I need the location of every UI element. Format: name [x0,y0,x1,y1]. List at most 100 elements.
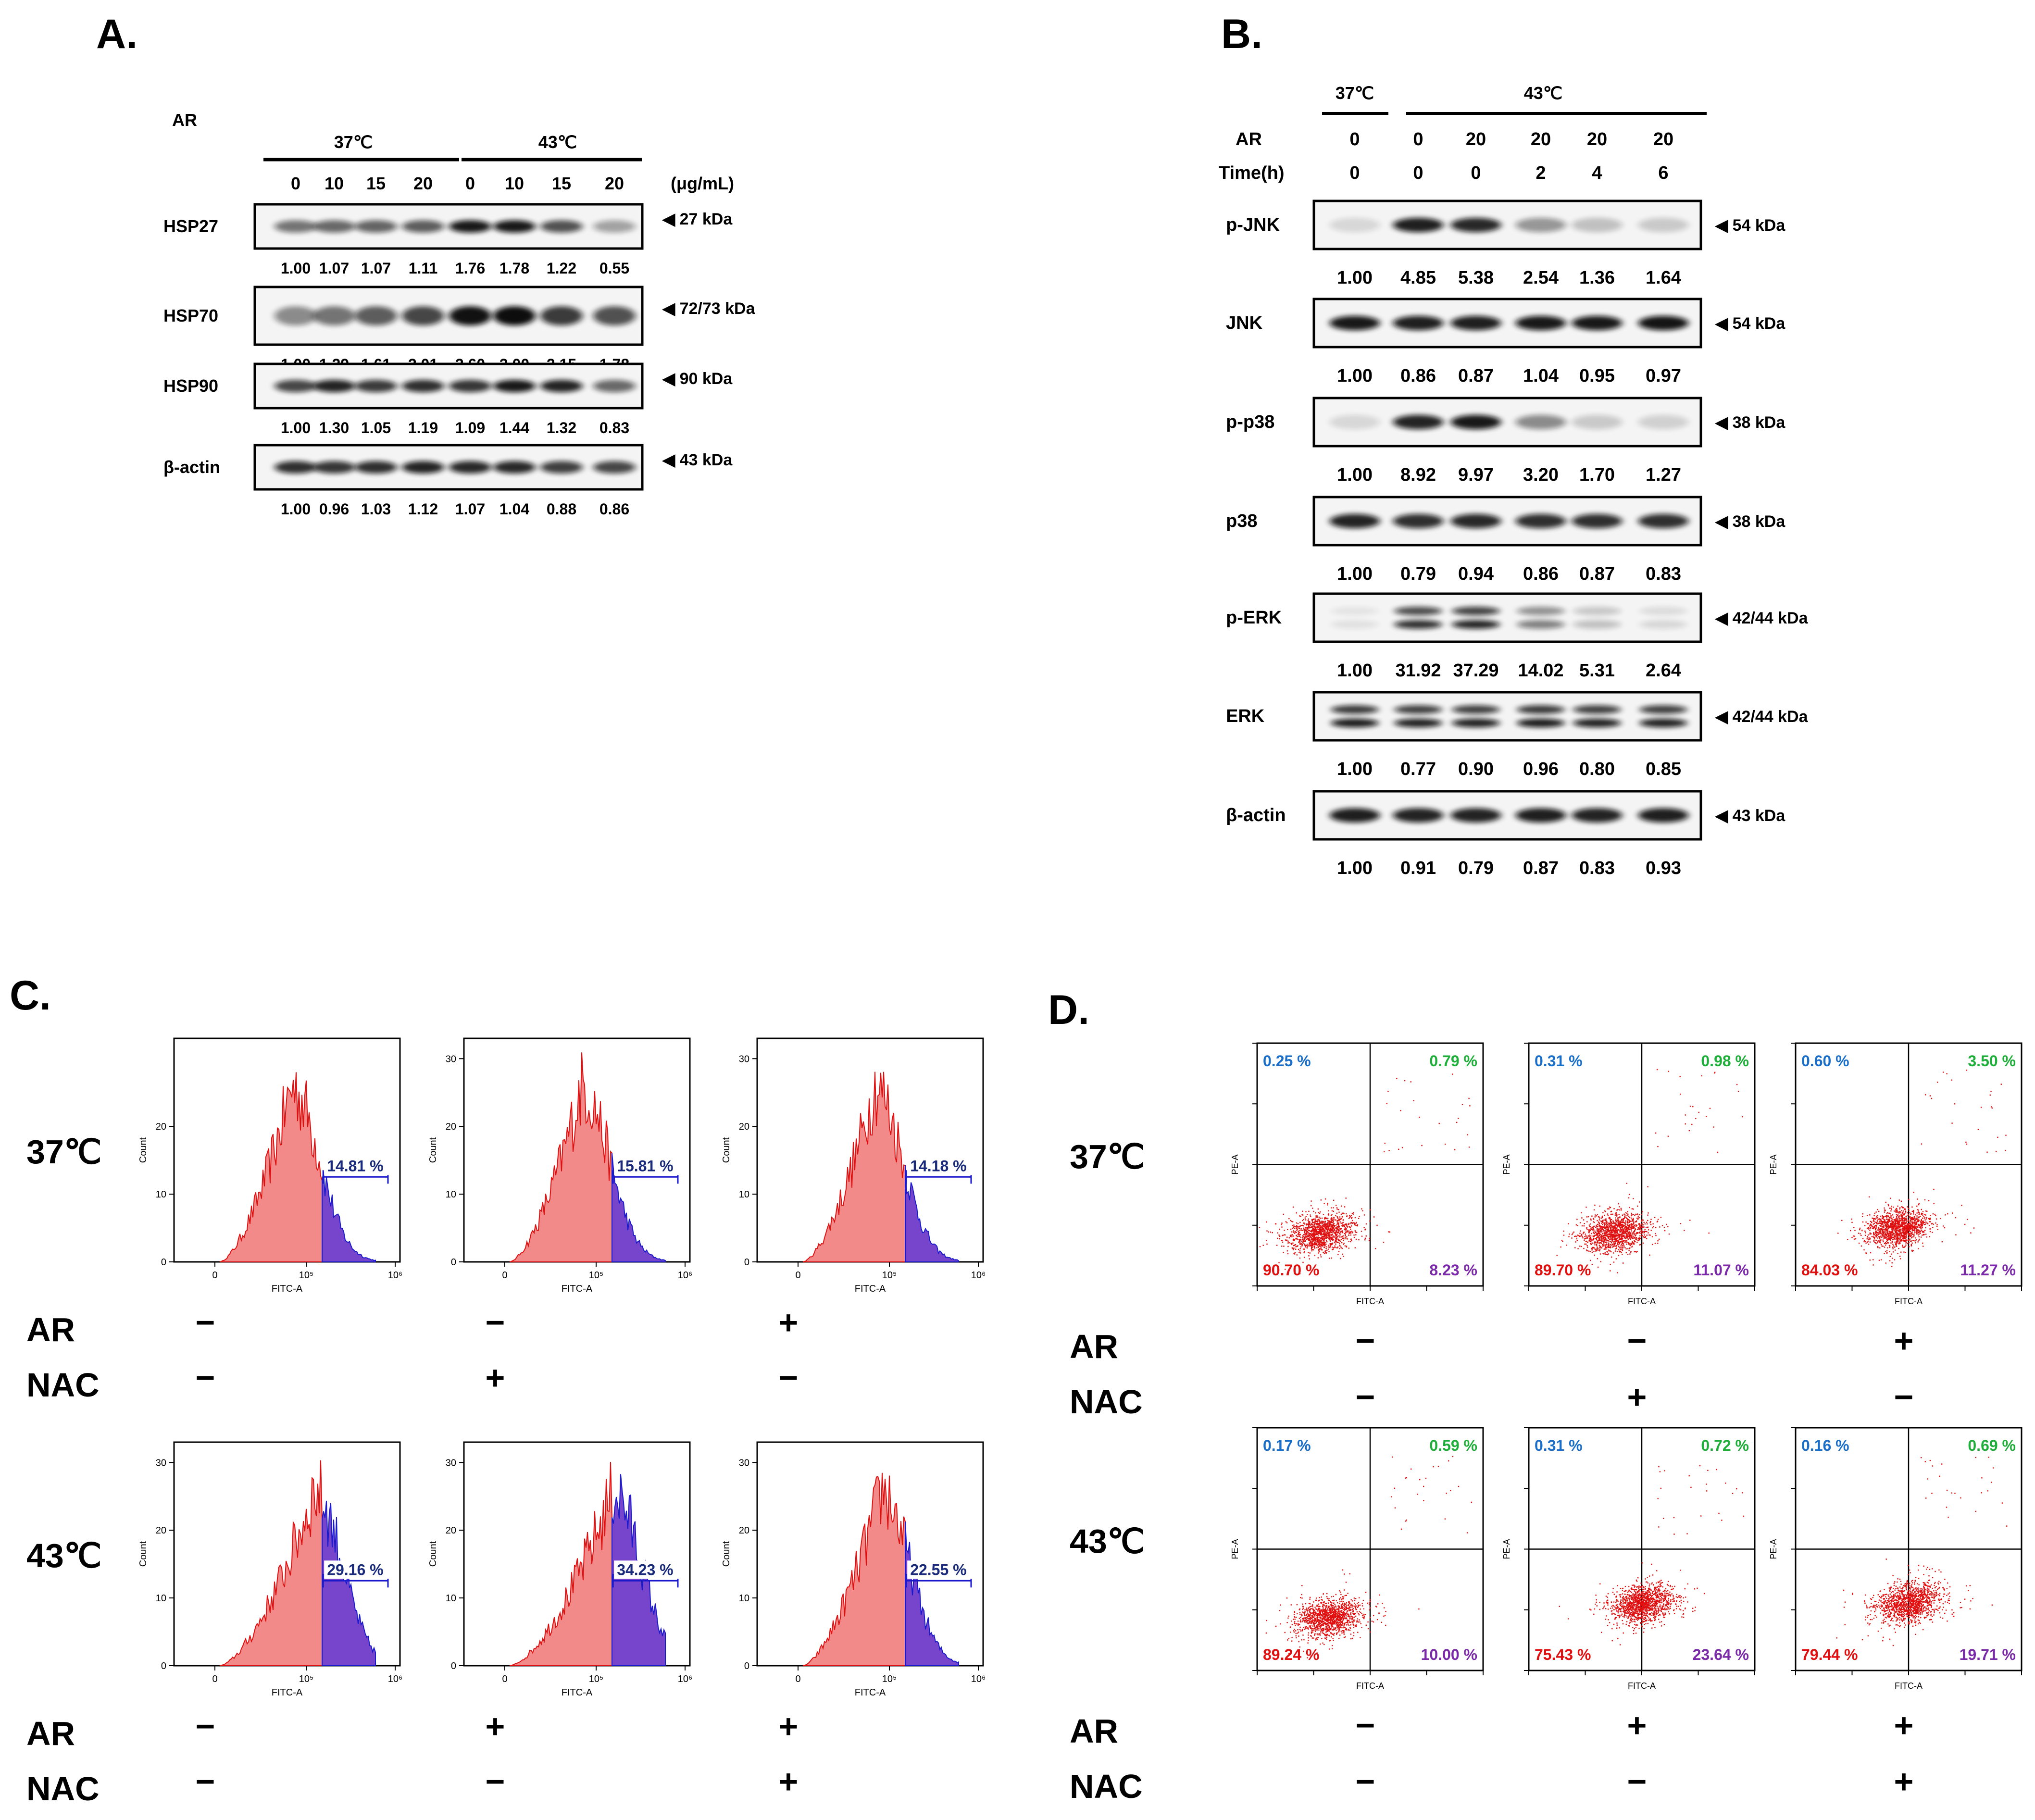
histogram-plot: 0 10 20 Count 0 10⁵ 10⁶ FITC-A 14.81 % [138,1037,402,1294]
blot-band [1450,514,1501,528]
blot-band [493,306,536,325]
panel-b-value: 1.00 [1337,858,1373,878]
quadrant-lr-percent: 11.27 % [1960,1261,2016,1279]
quadrant-ll-percent: 90.70 % [1263,1261,1319,1279]
histogram-gated-area [612,1153,666,1262]
panel-a-value: 1.76 [455,260,485,277]
histogram-area [219,1460,323,1666]
gate-percent: 22.55 % [910,1561,966,1578]
blot-band [1573,620,1621,629]
panel-b-kda: ◀ 42/44 kDa [1714,708,1809,726]
panel-b-value: 1.00 [1337,268,1373,288]
panel-b-time-label: Time(h) [1219,163,1285,183]
panel-b-value: 0.79 [1400,564,1436,584]
panel-b-time-value: 4 [1592,163,1602,183]
panel-b-protein-label: β-actin [1226,805,1286,825]
y-axis-label: PE-A [1769,1539,1778,1559]
x-tick-label: 10⁵ [299,1674,314,1684]
panel-a-label: A. [96,11,137,57]
panel-b-value: 5.31 [1579,661,1615,681]
y-tick-label: 10 [446,1593,456,1604]
panel-a-value: 1.44 [499,419,529,436]
blot-band [540,461,583,474]
blot-band [1394,620,1442,629]
ar-sign: + [1894,1322,1914,1359]
panel-a-ar-label: AR [172,110,197,130]
panel-a-value: 1.07 [361,260,391,277]
panel-a-value: 1.03 [361,500,391,518]
panel-b-value: 0.96 [1523,759,1559,779]
panel-b-value: 4.85 [1400,268,1436,288]
panel-a-value: 0.96 [319,500,349,518]
panel-b-value: 1.00 [1337,661,1373,681]
nac-sign: + [486,1359,505,1396]
panel-b-value: 0.91 [1400,858,1436,878]
panel-c-ar-label: AR [26,1311,75,1348]
ar-sign: + [1627,1707,1647,1744]
panel-a-value: 1.05 [361,419,391,436]
scatter-dots [1259,1073,1471,1274]
blot-band [1394,719,1442,727]
panel-b-value: 1.00 [1337,465,1373,485]
dot-plot: PE-A FITC-A 0.25 % 0.79 % 90.70 % 8.23 % [1230,1042,1484,1306]
blot-band [1573,719,1621,727]
gate-percent: 34.23 % [617,1561,673,1578]
x-axis-label: FITC-A [1628,1296,1656,1306]
y-tick-label: 30 [446,1054,456,1064]
panel-c-temp: 37℃ [26,1133,101,1171]
y-axis-label: PE-A [1502,1539,1511,1559]
y-tick-label: 0 [451,1661,456,1671]
histogram-gated-area [905,1165,959,1262]
blot-frame [1312,592,1702,643]
y-axis-label: Count [138,1137,149,1163]
panel-a-group-37: 37℃ [334,132,373,152]
blot-band [1393,808,1444,823]
blot-band [540,220,583,233]
panel-a-unit: (μg/mL) [671,174,734,193]
blot-band [1393,415,1444,429]
panel-c-temp: 43℃ [26,1537,101,1574]
panel-b-ar-value: 20 [1531,129,1551,150]
panel-b-value: 0.83 [1579,858,1615,878]
histogram-plot: 0 10 20 30 Count 0 10⁵ 10⁶ FITC-A 22.55 % [721,1441,986,1698]
gate-percent: 14.81 % [327,1157,383,1174]
y-tick-label: 0 [744,1257,749,1268]
blot-band [1329,218,1380,232]
x-axis-label: FITC-A [562,1687,593,1698]
panel-b-ar-value: 20 [1466,129,1486,150]
y-tick-label: 20 [739,1122,749,1132]
blot-band [275,220,317,233]
gate-label-bg [614,1560,687,1579]
panel-b-value: 5.38 [1458,268,1494,288]
x-tick-label: 10⁵ [589,1270,604,1281]
blot-band [1394,705,1442,714]
histogram-area [509,1052,612,1262]
panel-b-time-value: 0 [1413,163,1423,183]
panel-a-blot-3 [253,444,644,491]
blot-band [1450,316,1501,330]
panel-d-nac-label: NAC [1070,1768,1143,1805]
quadrant-ur-percent: 3.50 % [1968,1052,2016,1070]
panel-b-kda: ◀ 54 kDa [1714,314,1785,333]
x-axis-label: FITC-A [1628,1681,1656,1691]
panel-a-value: 1.04 [499,500,529,518]
panel-b-value: 1.00 [1337,366,1373,386]
y-tick-label: 0 [161,1661,166,1671]
blot-band [1452,719,1500,727]
ar-sign: − [196,1708,215,1745]
x-tick-label: 10⁶ [388,1270,402,1281]
panel-b-value: 0.95 [1579,366,1615,386]
quadrant-lr-percent: 10.00 % [1421,1646,1477,1663]
panel-b-blot-4 [1312,592,1702,643]
x-tick-label: 0 [502,1270,507,1281]
panel-a-blot-1 [253,286,644,346]
panel-b-ar-value: 20 [1653,129,1673,150]
quadrant-ll-percent: 84.03 % [1801,1261,1858,1279]
panel-b-value: 0.87 [1579,564,1615,584]
y-tick-label: 20 [739,1525,749,1536]
blot-band [493,220,536,233]
blot-band [1638,808,1689,823]
blot-band [402,306,444,325]
y-axis-label: Count [721,1541,732,1567]
panel-b-value: 1.64 [1646,268,1681,288]
